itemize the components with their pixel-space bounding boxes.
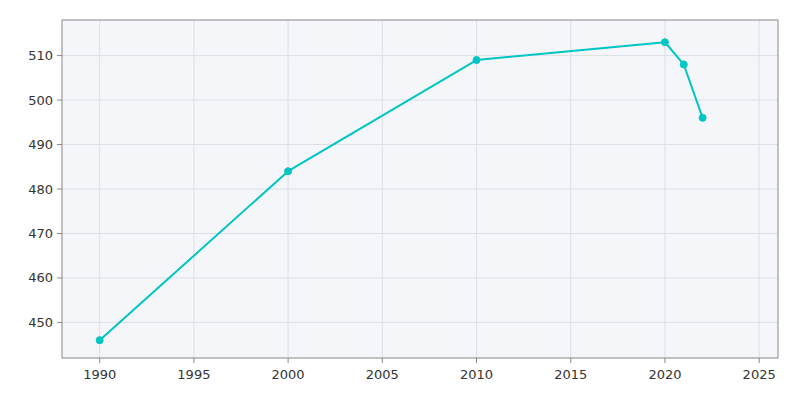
y-tick-label: 500 — [28, 93, 53, 108]
plot-frame — [62, 20, 778, 358]
y-tick-label: 480 — [28, 182, 53, 197]
y-tick-label: 470 — [28, 226, 53, 241]
y-grid-line — [62, 189, 778, 190]
y-tick — [57, 233, 62, 234]
x-tick — [193, 358, 194, 363]
y-tick-label: 490 — [28, 137, 53, 152]
x-tick-label: 2020 — [648, 367, 681, 382]
x-tick — [382, 358, 383, 363]
x-tick-label: 2015 — [554, 367, 587, 382]
data-point — [473, 57, 480, 64]
data — [96, 39, 706, 344]
plot-area — [62, 20, 778, 358]
data-point — [285, 168, 292, 175]
y-tick — [57, 189, 62, 190]
chart: 1990 1995 2000 2005 2010 2015 2020 2025 450 460 47… — [0, 0, 800, 400]
data-point — [680, 61, 687, 68]
x-tick — [99, 358, 100, 363]
x-tick-label: 1995 — [177, 367, 210, 382]
y-tick-label: 510 — [28, 48, 53, 63]
x-tick — [664, 358, 665, 363]
y-tick — [57, 322, 62, 323]
y-tick-label: 450 — [28, 315, 53, 330]
y-tick — [57, 55, 62, 56]
y-grid-line — [62, 233, 778, 234]
x-tick-label: 2010 — [460, 367, 493, 382]
x-tick-label: 2025 — [743, 367, 776, 382]
x-tick — [570, 358, 571, 363]
y-tick — [57, 277, 62, 278]
axes: 1990 1995 2000 2005 2010 2015 2020 2025 450 460 47… — [28, 48, 776, 382]
x-tick — [759, 358, 760, 363]
y-grid-line — [62, 144, 778, 145]
x-tick — [476, 358, 477, 363]
x-tick-label: 2000 — [272, 367, 305, 382]
x-tick-label: 1990 — [83, 367, 116, 382]
y-grid-line — [62, 55, 778, 56]
y-tick — [57, 100, 62, 101]
y-tick — [57, 144, 62, 145]
y-grid-line — [62, 322, 778, 323]
data-point — [699, 114, 706, 121]
grid — [62, 20, 778, 358]
x-tick-label: 2005 — [366, 367, 399, 382]
data-point — [96, 337, 103, 344]
y-tick-label: 460 — [28, 270, 53, 285]
data-line — [100, 42, 703, 340]
x-tick — [288, 358, 289, 363]
data-point — [661, 39, 668, 46]
y-grid-line — [62, 100, 778, 101]
